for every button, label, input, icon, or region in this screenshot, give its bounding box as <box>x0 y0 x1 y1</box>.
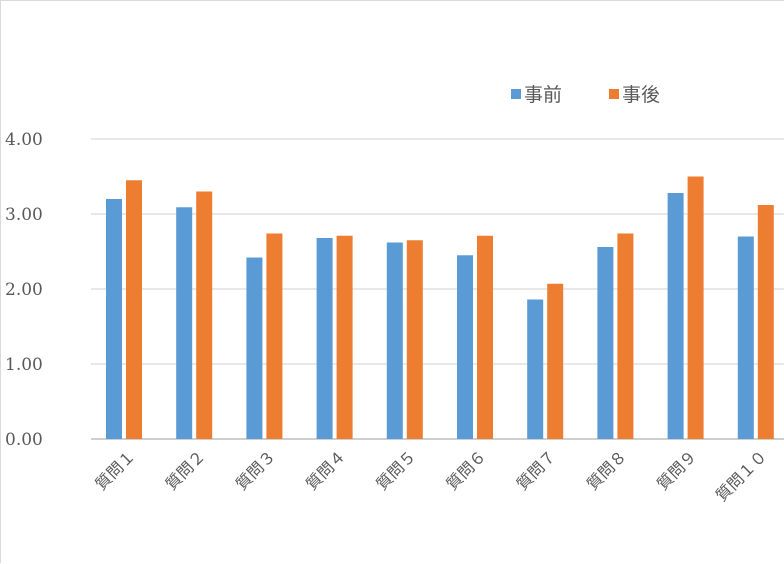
bar-pre-2 <box>176 207 193 439</box>
x-tick-label: 質問４ <box>302 446 349 493</box>
y-axis-ticks: 0.00 1.00 2.00 3.00 4.00 <box>5 130 43 450</box>
bar-pre-5 <box>386 242 403 439</box>
bar-post-9 <box>687 176 704 439</box>
y-tick-label: 4.00 <box>5 130 43 150</box>
bar-post-10 <box>757 205 774 439</box>
x-tick-label: 質問１０ <box>712 446 771 505</box>
legend-swatch-post <box>609 89 619 99</box>
bar-post-3 <box>266 233 283 439</box>
bar-pre-9 <box>667 193 684 439</box>
bar-pre-3 <box>246 257 263 439</box>
legend-label-post: 事後 <box>622 84 660 106</box>
y-tick-label: 2.00 <box>5 280 43 300</box>
bar-pre-1 <box>106 199 122 439</box>
x-tick-label: 質問７ <box>513 446 560 493</box>
bar-post-6 <box>477 235 493 439</box>
x-tick-label: 質問５ <box>372 446 419 493</box>
bar-pre-7 <box>527 299 544 439</box>
x-axis-ticks: 質問１ 質問２ 質問３ 質問４ 質問５ 質問６ 質問７ 質問８ 質問９ 質問１０ <box>91 446 770 505</box>
bar-post-1 <box>126 180 142 439</box>
x-tick-label: 質問９ <box>653 446 700 493</box>
bar-pre-10 <box>737 236 754 439</box>
legend-label-pre: 事前 <box>524 84 562 106</box>
y-tick-label: 3.00 <box>5 205 43 225</box>
bar-post-7 <box>547 283 564 439</box>
x-tick-label: 質問２ <box>162 446 209 493</box>
x-tick-label: 質問６ <box>442 446 489 493</box>
y-tick-label: 1.00 <box>5 355 43 375</box>
bar-pre-4 <box>316 238 333 439</box>
bar-post-4 <box>336 235 353 439</box>
bars <box>106 176 774 439</box>
bar-post-8 <box>617 233 634 439</box>
bar-post-2 <box>196 191 213 439</box>
bar-pre-6 <box>457 255 473 439</box>
x-tick-label: 質問１ <box>91 446 138 493</box>
bar-pre-8 <box>597 247 614 439</box>
bar-post-5 <box>406 240 423 439</box>
x-tick-label: 質問８ <box>583 446 630 493</box>
legend-swatch-pre <box>511 89 521 99</box>
x-tick-label: 質問３ <box>232 446 279 493</box>
legend: 事前 事後 <box>511 84 660 106</box>
y-tick-label: 0.00 <box>5 430 43 450</box>
